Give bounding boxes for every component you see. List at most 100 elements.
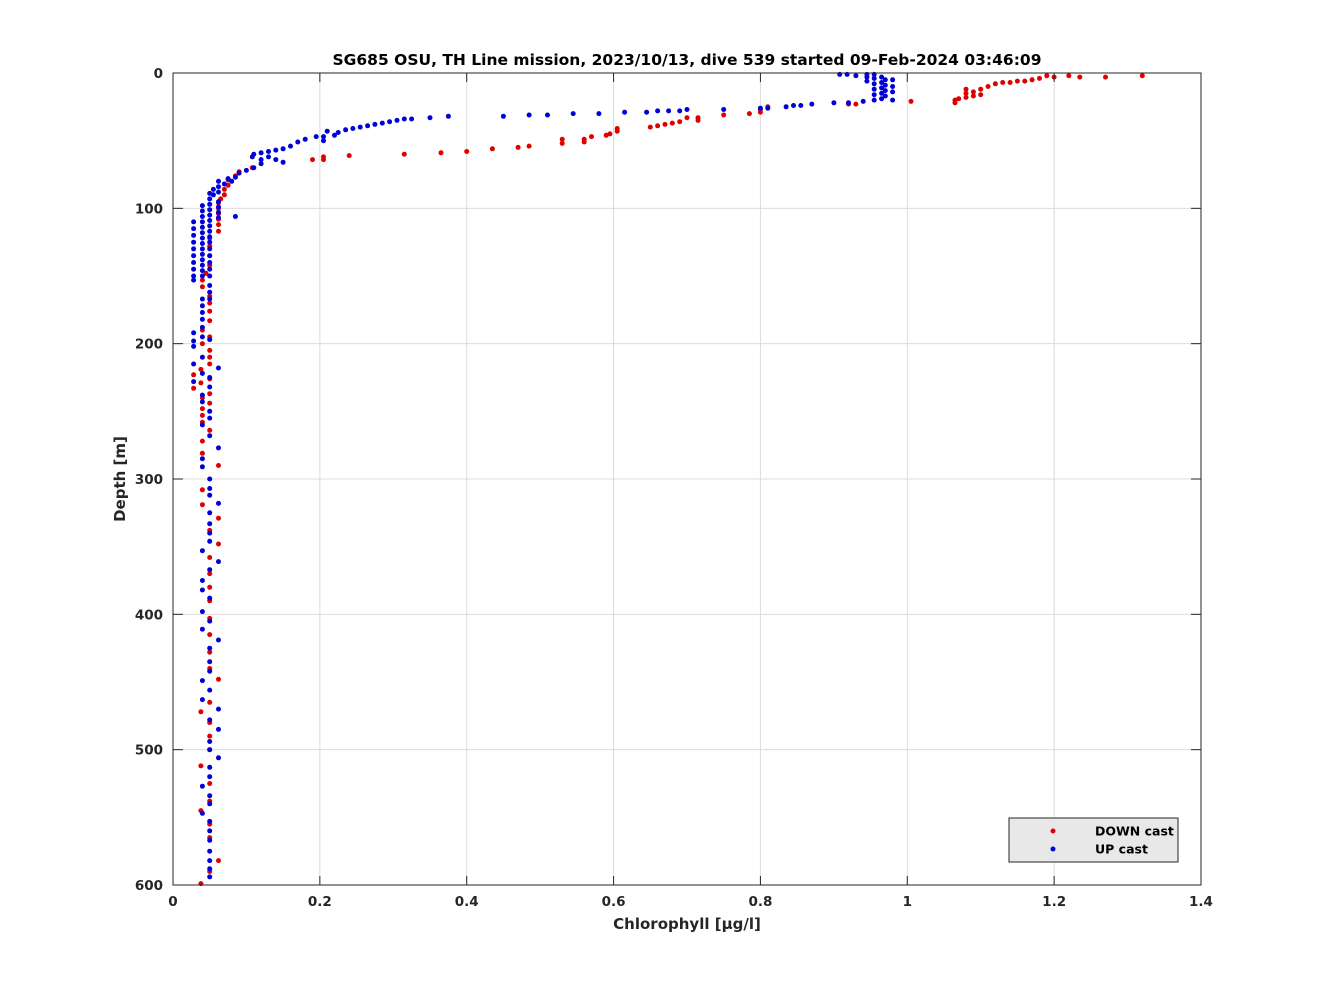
down-cast-point	[1029, 77, 1035, 83]
up-cast-point	[207, 337, 213, 343]
up-cast-point	[229, 178, 235, 184]
up-cast-point	[199, 578, 205, 583]
up-cast-point	[890, 84, 896, 89]
down-cast-point	[207, 318, 213, 324]
up-cast-point	[871, 86, 877, 92]
up-cast-point	[216, 706, 221, 712]
up-cast-point	[199, 370, 205, 376]
up-cast-point	[216, 755, 221, 761]
down-cast-point	[559, 140, 565, 146]
up-cast-point	[266, 154, 271, 160]
up-cast-point	[853, 73, 859, 79]
up-cast-point	[207, 223, 213, 229]
up-cast-point	[216, 637, 221, 643]
down-cast-point	[191, 385, 197, 391]
down-cast-point	[963, 90, 969, 96]
up-cast-point	[232, 174, 238, 180]
up-cast-point	[288, 143, 293, 149]
chart-title: SG685 OSU, TH Line mission, 2023/10/13, …	[333, 51, 1042, 69]
up-cast-point	[882, 93, 888, 99]
y-tick-label: 200	[135, 337, 163, 353]
up-cast-point	[207, 492, 213, 498]
up-cast-point	[258, 150, 264, 156]
up-cast-point	[199, 251, 205, 257]
up-cast-point	[207, 538, 213, 544]
up-cast-point	[207, 283, 213, 288]
up-cast-point	[882, 82, 888, 88]
up-cast-point	[199, 399, 205, 405]
down-cast-point	[216, 515, 221, 521]
up-cast-point	[191, 361, 197, 367]
up-cast-point	[864, 74, 870, 80]
down-cast-point	[199, 487, 205, 493]
down-cast-point	[198, 709, 204, 715]
up-cast-point	[677, 108, 683, 114]
down-cast-point	[614, 128, 620, 134]
up-cast-point	[199, 324, 205, 330]
up-cast-point	[191, 226, 197, 232]
down-cast-point	[526, 143, 532, 149]
down-cast-point	[1037, 75, 1042, 81]
up-cast-point	[199, 810, 205, 816]
up-cast-point	[199, 219, 205, 225]
down-cast-point	[721, 112, 727, 118]
down-cast-point	[952, 100, 958, 106]
down-cast-point	[489, 146, 495, 152]
up-cast-point	[207, 567, 213, 573]
down-cast-point	[199, 277, 205, 283]
up-cast-point	[191, 266, 197, 272]
up-cast-point	[216, 726, 221, 732]
up-cast-point	[427, 115, 433, 121]
up-cast-point	[207, 190, 213, 196]
up-cast-point	[207, 266, 213, 272]
legend-box	[1008, 817, 1179, 863]
up-cast-point	[831, 100, 837, 106]
x-tick-label: 0	[168, 894, 177, 910]
up-cast-point	[864, 78, 870, 84]
up-cast-point	[207, 246, 213, 252]
up-cast-point	[199, 296, 205, 302]
down-cast-point	[1000, 80, 1006, 85]
up-cast-point	[207, 595, 213, 601]
down-cast-point	[662, 121, 668, 127]
up-cast-point	[765, 105, 771, 111]
x-tick-label: 0.8	[748, 894, 772, 910]
up-cast-point	[199, 303, 205, 309]
up-cast-point	[321, 138, 326, 144]
up-cast-point	[191, 246, 197, 252]
up-cast-point	[871, 97, 877, 103]
up-cast-point	[207, 764, 213, 770]
down-cast-point	[216, 541, 221, 547]
up-cast-point	[295, 139, 301, 145]
up-cast-point	[199, 392, 205, 398]
up-cast-point	[199, 273, 205, 279]
down-cast-point	[515, 144, 521, 150]
up-cast-point	[216, 500, 221, 506]
up-cast-point	[882, 77, 888, 83]
down-cast-point	[207, 781, 213, 786]
up-cast-point	[199, 241, 205, 246]
down-cast-point	[655, 123, 661, 129]
up-cast-point	[207, 828, 213, 834]
up-cast-point	[890, 89, 896, 95]
up-cast-point	[199, 235, 205, 241]
down-cast-point	[207, 347, 213, 353]
up-cast-point	[655, 108, 661, 114]
up-cast-point	[644, 109, 650, 115]
up-cast-point	[207, 486, 213, 491]
down-cast-point	[1066, 73, 1072, 79]
down-cast-point	[199, 406, 205, 412]
down-cast-point	[216, 463, 221, 468]
down-cast-point	[310, 157, 315, 163]
up-cast-point	[860, 98, 866, 104]
down-cast-point	[978, 92, 984, 98]
up-cast-point	[871, 75, 877, 81]
up-cast-point	[216, 215, 221, 221]
x-tick-label: 1.2	[1042, 894, 1066, 910]
x-tick-label: 0.2	[308, 894, 332, 910]
down-cast-point	[346, 153, 352, 159]
y-tick-label: 100	[135, 201, 163, 217]
up-cast-point	[199, 587, 205, 593]
y-tick-label: 400	[135, 607, 163, 623]
